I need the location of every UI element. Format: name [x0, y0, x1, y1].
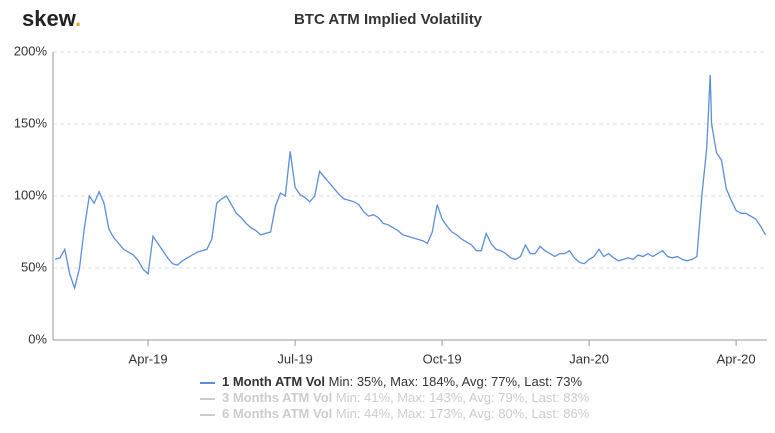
- line-series: [54, 74, 767, 291]
- legend-entry: 3 Months ATM Vol Min: 41%, Max: 143%, Av…: [222, 390, 590, 405]
- legend-name: 3 Months ATM Vol: [222, 390, 332, 405]
- legend-stats: Min: 44%, Max: 173%, Avg: 80%, Last: 86%: [336, 406, 590, 421]
- x-tick-label: Jul-19: [277, 351, 312, 366]
- y-tick-label: 200%: [14, 43, 48, 58]
- legend-name: 6 Months ATM Vol: [222, 406, 332, 421]
- y-tick-label: 100%: [14, 187, 48, 202]
- logo-text: skew: [22, 6, 77, 31]
- y-tick-label: 150%: [14, 115, 48, 130]
- legend-entry: 1 Month ATM Vol Min: 35%, Max: 184%, Avg…: [222, 374, 582, 389]
- legend-stats: Min: 35%, Max: 184%, Avg: 77%, Last: 73%: [329, 374, 583, 389]
- y-tick-label: 50%: [21, 259, 47, 274]
- chart-title: BTC ATM Implied Volatility: [294, 11, 483, 28]
- legend-name: 1 Month ATM Vol: [222, 374, 325, 389]
- x-tick-label: Oct-19: [423, 351, 462, 366]
- x-tick-label: Apr-20: [717, 351, 756, 366]
- x-tick-label: Apr-19: [129, 351, 168, 366]
- legend-entry: 6 Months ATM Vol Min: 44%, Max: 173%, Av…: [222, 406, 590, 421]
- logo-dot: .: [75, 6, 81, 31]
- y-tick-label: 0%: [28, 331, 47, 346]
- x-tick-label: Jan-20: [569, 351, 609, 366]
- legend-stats: Min: 41%, Max: 143%, Avg: 79%, Last: 83%: [336, 390, 590, 405]
- logo: skew.: [22, 6, 81, 31]
